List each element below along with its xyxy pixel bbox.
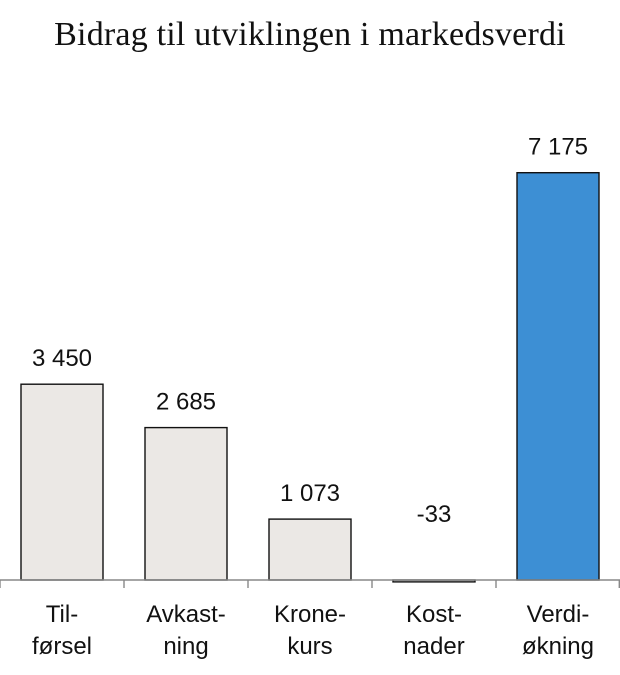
category-label-4-line-2: nader (403, 633, 464, 660)
bar-3 (268, 518, 352, 581)
category-label-5-line-2: økning (522, 633, 594, 660)
category-label-3-line-1: Krone- (274, 601, 346, 628)
category-label-1-line-2: førsel (32, 633, 92, 660)
value-labels: 3 450 2 685 1 073 -33 7 175 (32, 134, 588, 528)
category-label-2-line-1: Avkast- (146, 601, 226, 628)
category-labels: Til-førsel Avkast-ning Krone-kurs Kost-nade… (32, 601, 594, 660)
bar-2 (144, 426, 228, 581)
category-label-4-line-1: Kost- (406, 601, 462, 628)
category-label-1-line-1: Til- (46, 601, 78, 628)
category-label-3-line-2: kurs (287, 633, 332, 660)
category-label-2-line-2: ning (163, 633, 208, 660)
value-label-5: 7 175 (528, 134, 588, 161)
x-axis (0, 579, 620, 588)
bar-1 (20, 383, 104, 581)
value-label-4: -33 (417, 501, 452, 528)
chart-title: Bidrag til utviklingen i markedsverdi (54, 16, 566, 53)
bars-group (20, 171, 600, 583)
value-label-3: 1 073 (280, 480, 340, 507)
bar-5 (516, 171, 600, 581)
value-label-1: 3 450 (32, 345, 92, 372)
category-label-5-line-1: Verdi- (527, 601, 590, 628)
value-label-2: 2 685 (156, 389, 216, 416)
